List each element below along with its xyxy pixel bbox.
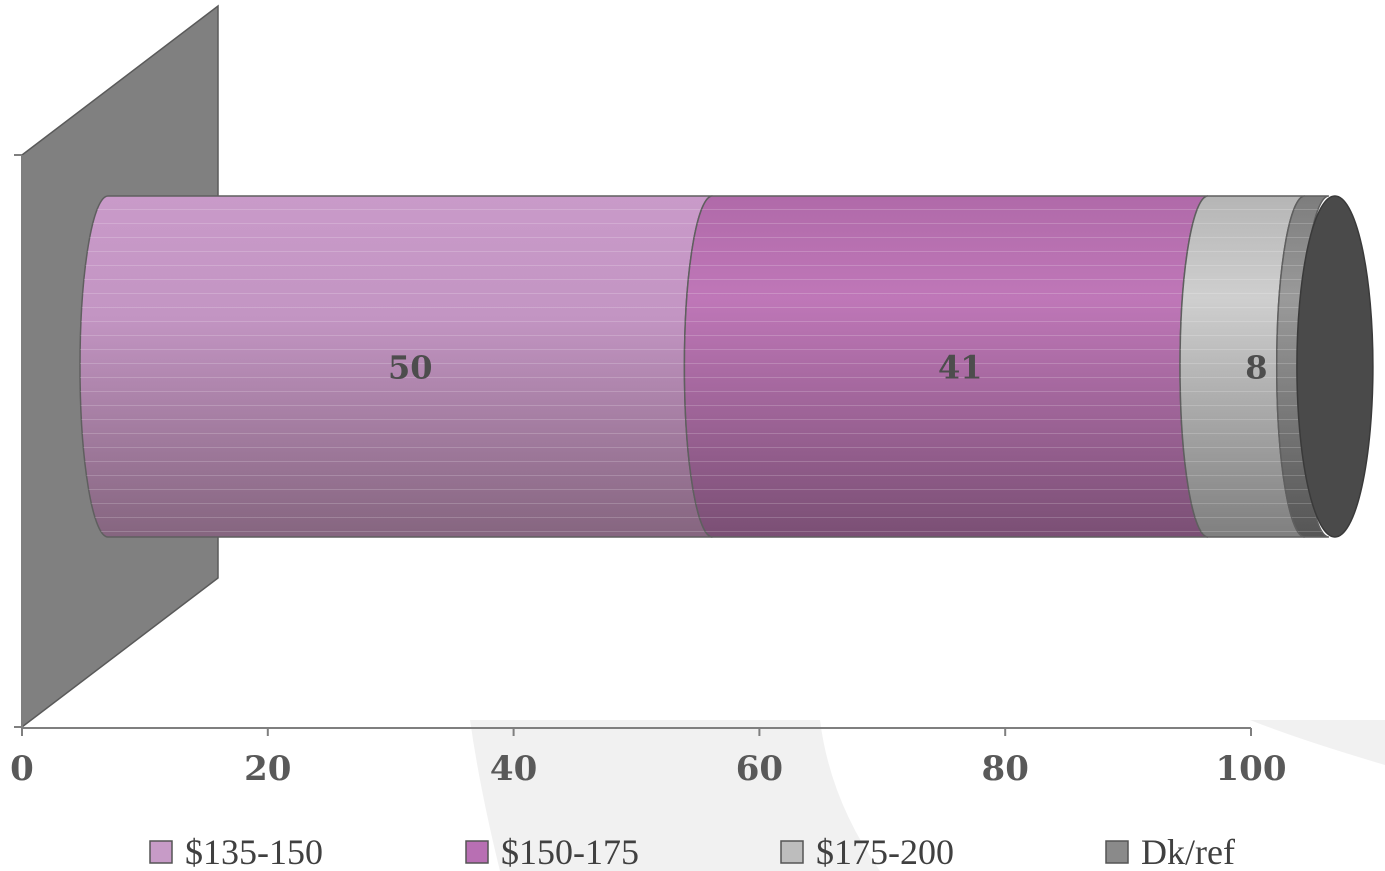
legend-swatch-3 (780, 840, 804, 864)
cylinder-end-cap (1296, 195, 1374, 538)
x-tick-label-20: 20 (244, 749, 291, 789)
x-tick-label-60: 60 (736, 749, 783, 789)
x-tick-label-40: 40 (490, 749, 537, 789)
legend-label-4: Dk/ref (1141, 832, 1235, 871)
data-label-1: 50 (388, 349, 433, 387)
bar-segment-shine-3 (1180, 196, 1305, 537)
x-tick-label-0: 0 (10, 749, 34, 789)
legend-swatch-4 (1105, 840, 1129, 864)
x-tick-label-100: 100 (1216, 749, 1287, 789)
legend-label-2: $150-175 (501, 832, 639, 871)
legend-swatch-1 (149, 840, 173, 864)
bar-segment-shine-2 (684, 196, 1209, 537)
background-swoosh-right (1250, 720, 1385, 765)
bar-segment-shine-1 (80, 196, 713, 537)
legend-swatch-2 (465, 840, 489, 864)
bar-segments: 504182 (79, 195, 1374, 538)
bar-segment-shine-4 (1276, 196, 1329, 537)
data-label-3: 8 (1245, 349, 1267, 387)
legend-label-3: $175-200 (816, 832, 954, 871)
background-swoosh (470, 720, 880, 871)
x-tick-label-80: 80 (982, 749, 1029, 789)
data-label-2: 41 (938, 349, 983, 387)
legend: $135-150 $150-175 $175-200 Dk/ref (149, 832, 1235, 871)
legend-label-1: $135-150 (185, 832, 323, 871)
x-axis-ticks: 0 20 40 60 80 100 (10, 728, 1286, 789)
